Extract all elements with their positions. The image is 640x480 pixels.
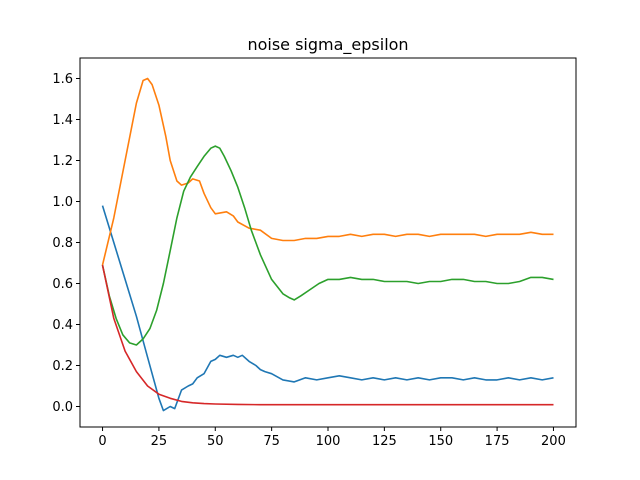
x-tick-label: 100 [316,434,341,449]
y-tick-label: 0.8 [52,236,73,251]
y-tick-label: 1.4 [52,113,73,128]
chart-title: noise sigma_epsilon [247,35,408,55]
series-line-2 [101,77,554,266]
y-tick-label: 1.2 [52,154,73,169]
y-tick-label: 0.4 [52,318,73,333]
x-axis: 0 25 50 75 100 125 150 175 200 [98,427,566,449]
x-tick-label: 125 [372,434,397,449]
x-tick-label: 75 [263,434,280,449]
y-tick-label: 1.6 [52,72,73,87]
y-tick-label: 0.2 [52,359,73,374]
series-layer [101,77,554,412]
y-tick-label: 0.0 [52,400,73,415]
y-axis: 0.0 0.2 0.4 0.6 0.8 1.0 1.2 1.4 1.6 [52,72,80,415]
x-tick-label: 150 [428,434,453,449]
axes-frame [79,57,577,428]
y-tick-label: 1.0 [52,195,73,210]
series-line-1 [101,205,554,412]
y-tick-label: 0.6 [52,277,73,292]
x-tick-label: 0 [98,434,106,449]
series-line-3 [101,145,554,346]
x-tick-label: 175 [485,434,510,449]
x-tick-label: 25 [151,434,168,449]
x-tick-label: 50 [207,434,224,449]
x-tick-label: 200 [541,434,566,449]
series-line-4 [101,264,554,406]
